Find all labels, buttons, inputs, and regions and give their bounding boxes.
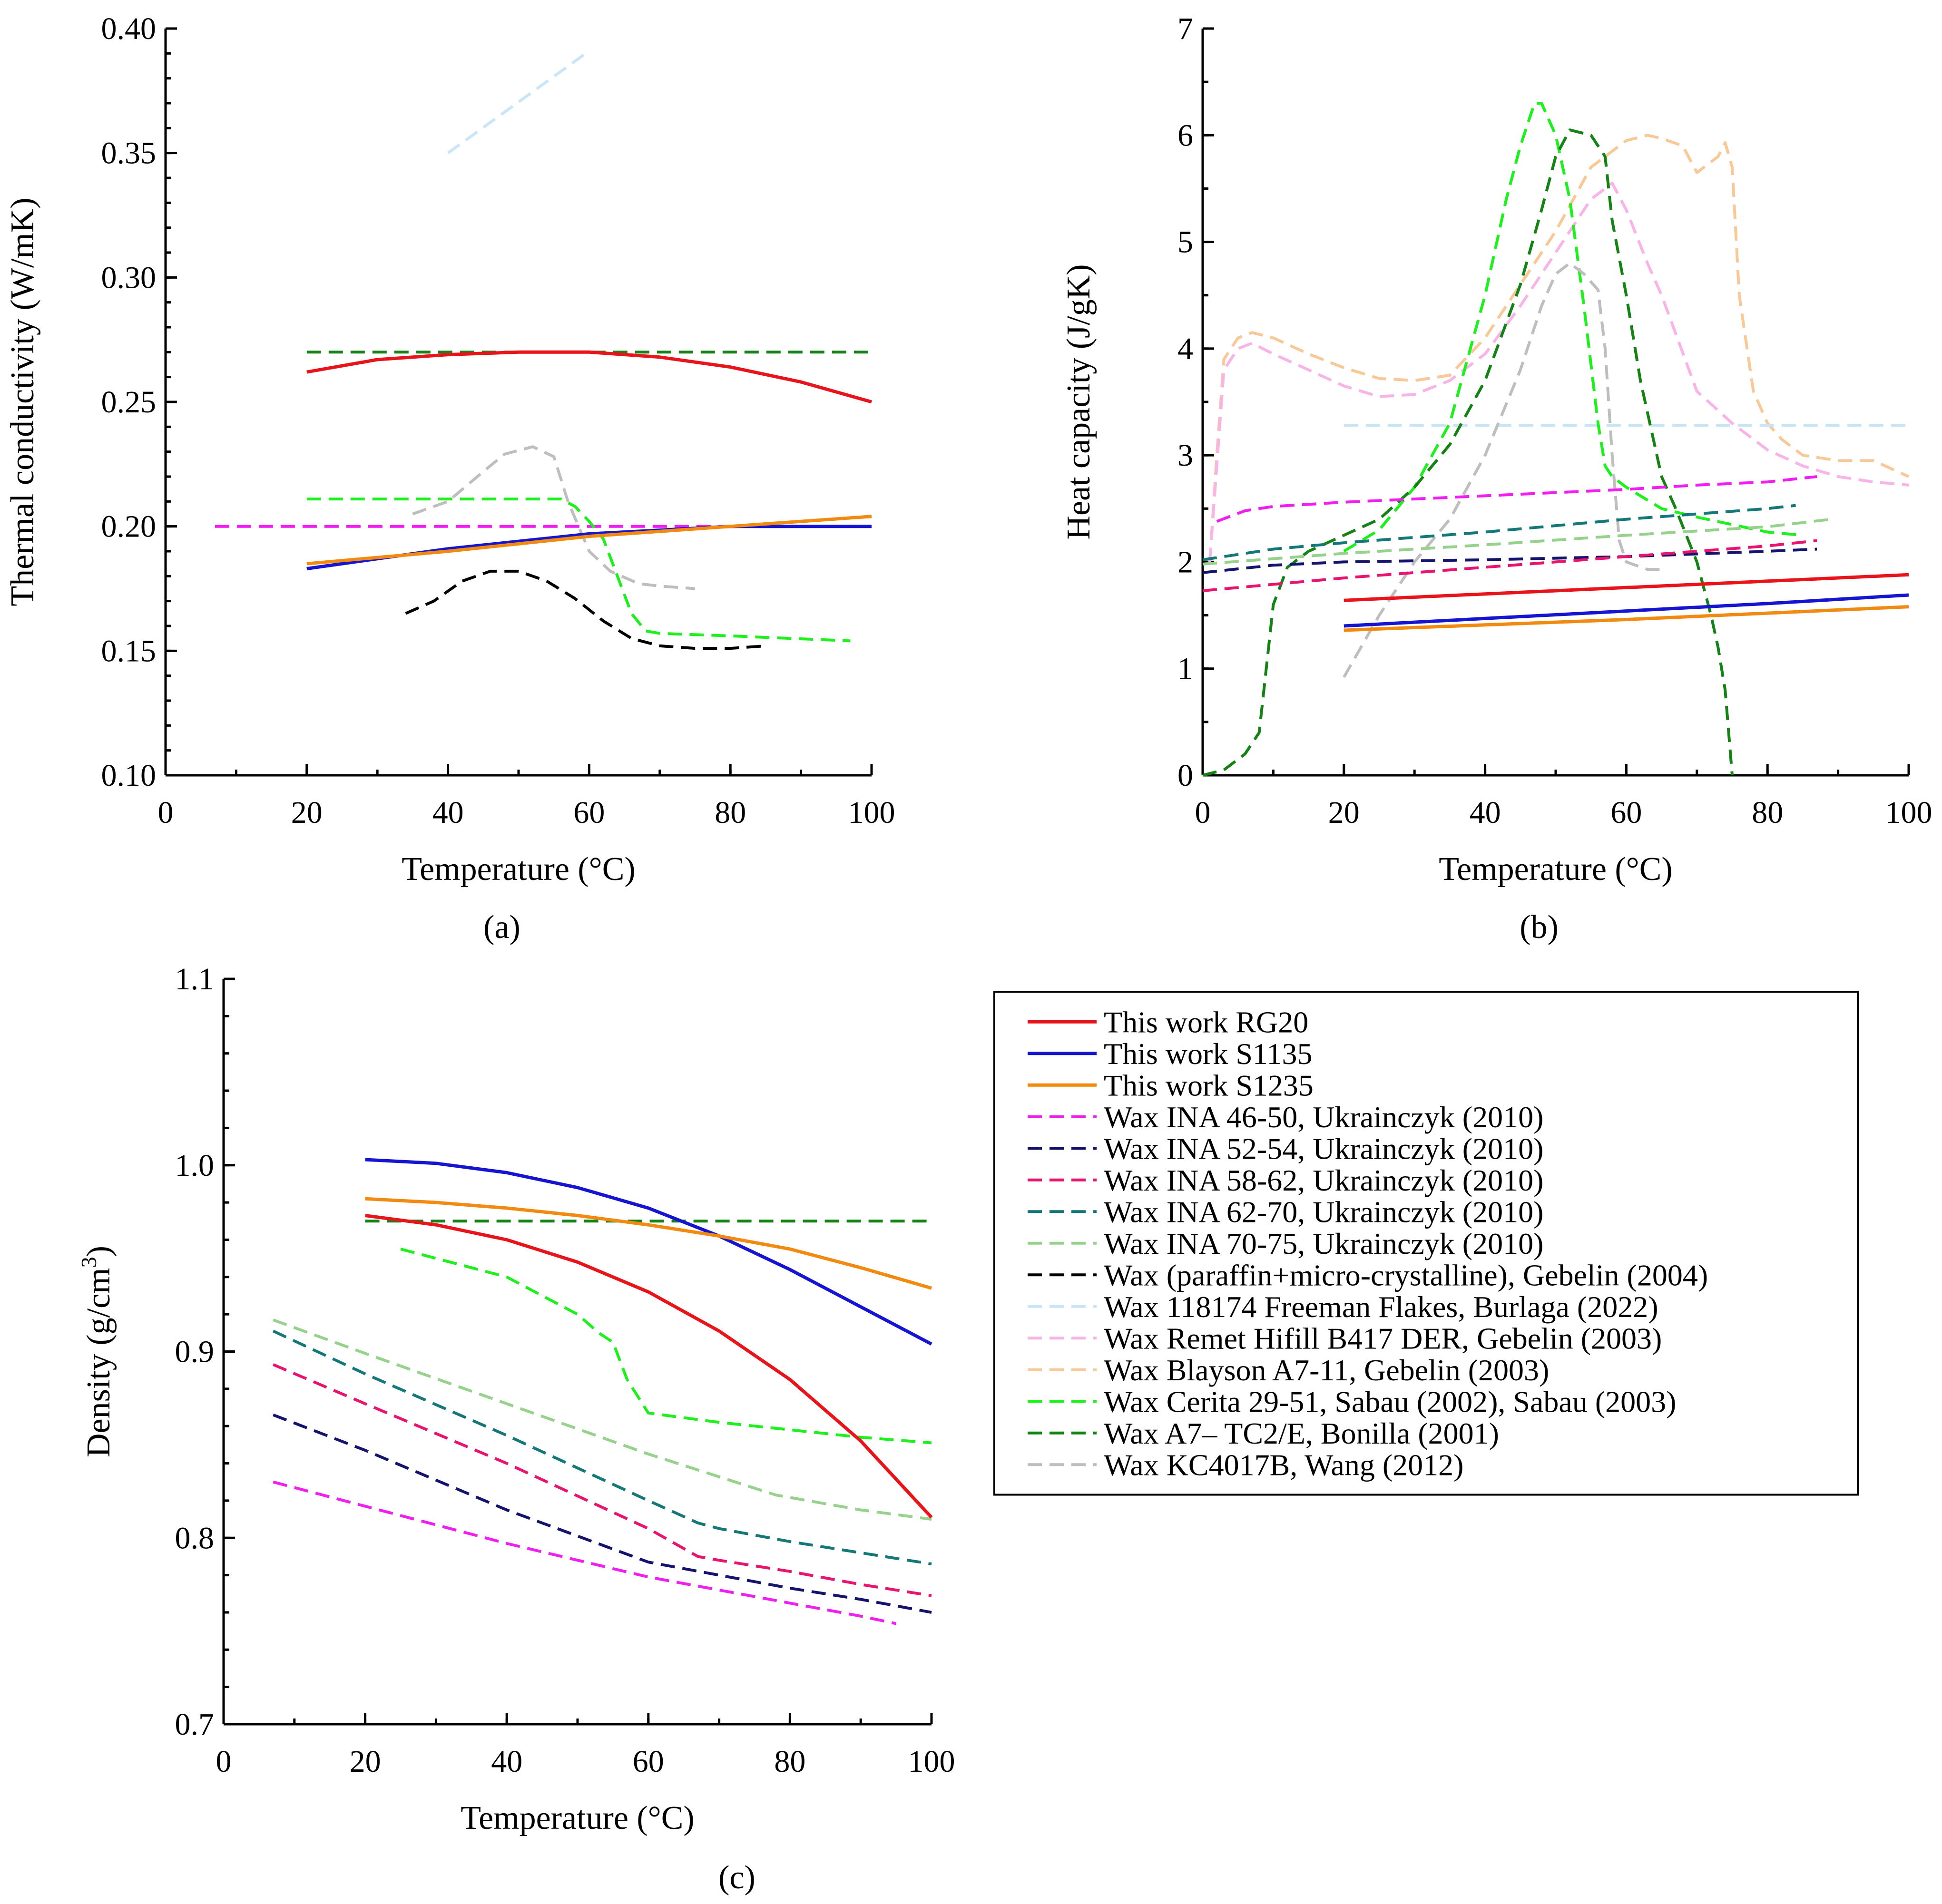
series-line-s1135 [306,525,872,571]
y-tick-label: 2 [1177,545,1193,579]
series-line-rg20 [1344,573,1909,602]
x-tick-label: 40 [491,1744,522,1779]
legend-label-ina7075: Wax INA 70-75, Ukrainczyk (2010) [1104,1227,1543,1260]
x-axis-title: Temperature (°C) [402,851,635,888]
x-axis-title: Temperature (°C) [1439,851,1672,888]
series-line-ina5862 [273,1363,932,1597]
y-axis-title: Thermal conductivity (W/mK) [4,197,41,606]
y-tick-label: 1.0 [175,1148,215,1183]
y-tick-label: 1 [1177,652,1193,686]
x-tick-label: 0 [1195,795,1211,830]
y-axis-title: Heat capacity (J/gK) [1060,264,1097,539]
x-tick-label: 80 [774,1744,805,1779]
y-tick-label: 0.30 [101,260,157,295]
panel-label: (c) [718,1859,755,1896]
series-line-remet [1208,182,1909,562]
series-line-s1235 [1344,605,1909,632]
y-tick-label: 1.1 [175,962,215,996]
legend-label-wang2012: Wax KC4017B, Wang (2012) [1104,1448,1463,1482]
legend-label-ina4650: Wax INA 46-50, Ukrainczyk (2010) [1104,1100,1543,1134]
y-tick-label: 0 [1177,758,1193,793]
x-tick-label: 60 [573,795,605,830]
legend-label-ina5254: Wax INA 52-54, Ukrainczyk (2010) [1104,1132,1543,1165]
y-tick-label: 6 [1177,118,1193,153]
x-tick-label: 20 [291,795,323,830]
series-line-ina5862 [1202,539,1817,592]
y-tick-label: 0.15 [101,634,157,668]
legend-label-burlaga2022: Wax 118174 Freeman Flakes, Burlaga (2022… [1104,1290,1658,1324]
series-line-bonilla [1202,128,1734,777]
series-line-wang2012 [1343,262,1662,678]
series-line-cerita [400,1248,932,1445]
legend-label-bonilla: Wax A7– TC2/E, Bonilla (2001) [1104,1416,1499,1450]
panel-label: (a) [483,909,520,946]
panel-c-density: 0 20 40 60 80 100 0.7 0.8 0.9 1.0 1.1 Temperature (… [77,962,955,1896]
x-tick-label: 0 [216,1744,232,1779]
legend-label-ina6270: Wax INA 62-70, Ukrainczyk (2010) [1104,1195,1543,1229]
legend-label-s1135: This work S1135 [1104,1037,1313,1071]
y-tick-label: 0.35 [101,136,157,171]
legend-label-ina5862: Wax INA 58-62, Ukrainczyk (2010) [1104,1163,1543,1197]
y-tick-label: 0.40 [101,11,157,46]
x-tick-label: 40 [432,795,464,830]
x-tick-label: 80 [715,795,746,830]
x-tick-label: 40 [1470,795,1501,830]
series-line-ina7075 [1202,517,1832,566]
series-line-ina4650 [1216,475,1817,523]
series-line-ina4650 [273,1480,897,1625]
x-axis-title: Temperature (°C) [461,1800,694,1836]
series-line-gebelin2004 [405,569,766,650]
series-line-rg20 [306,350,872,404]
series-line-s1235 [306,515,872,566]
series-line-s1135 [1344,593,1909,628]
y-tick-label: 5 [1177,225,1193,260]
panel-a-thermal-conductivity: 0 20 40 60 80 100 0.10 0.15 0.20 0.25 0.30 0.35 0.40… [4,11,895,946]
y-tick-label: 0.20 [101,509,157,544]
series-line-cerita [1343,102,1803,553]
x-tick-label: 60 [1610,795,1642,830]
legend-label-blayson: Wax Blayson A7-11, Gebelin (2003) [1104,1353,1549,1387]
y-tick-label: 3 [1177,438,1193,473]
legend-label-cerita: Wax Cerita 29-51, Sabau (2002), Sabau (2… [1104,1385,1676,1418]
x-tick-label: 80 [1752,795,1783,830]
panel-label: (b) [1520,909,1559,946]
series-line-ina5254 [273,1413,932,1614]
x-tick-label: 100 [848,795,895,830]
series-line-s1235 [365,1197,932,1290]
x-tick-label: 60 [633,1744,664,1779]
series-line-burlaga2022 [447,49,590,155]
legend-box [993,991,1859,1496]
x-tick-label: 20 [1328,795,1360,830]
y-tick-label: 0.9 [175,1335,215,1369]
legend-label-gebelin2004: Wax (paraffin+micro-crystalline), Gebeli… [1104,1258,1708,1292]
legend-label-rg20: This work RG20 [1104,1005,1308,1039]
y-tick-label: 0.25 [101,385,157,420]
y-tick-label: 0.10 [101,758,157,793]
series-line-ina7075 [273,1318,932,1521]
panel-b-heat-capacity: 0 20 40 60 80 100 0 1 2 3 4 5 6 7 Temperature (°C) Heat… [1060,11,1932,946]
x-tick-label: 100 [908,1744,955,1779]
series-line-ina6270 [1202,504,1796,561]
series-line-cerita [306,498,851,643]
legend-label-remet: Wax Remet Hifill B417 DER, Gebelin (2003… [1104,1321,1662,1355]
series-line-blayson [1208,134,1910,562]
series-line-rg20 [365,1214,933,1519]
y-axis-title: Density (g/cm3) [77,1246,117,1457]
legend-label-s1235: This work S1235 [1104,1068,1314,1102]
y-tick-label: 0.7 [175,1707,215,1742]
series-line-ina5254 [1202,547,1817,574]
y-tick-label: 7 [1177,11,1193,46]
series-line-ina6270 [272,1329,932,1566]
series-line-s1135 [365,1158,932,1346]
x-tick-label: 20 [350,1744,381,1779]
x-tick-label: 100 [1885,795,1932,830]
series-line-wang2012 [412,445,696,590]
y-tick-label: 0.8 [175,1521,215,1555]
x-tick-label: 0 [158,795,174,830]
y-tick-label: 4 [1177,332,1193,366]
